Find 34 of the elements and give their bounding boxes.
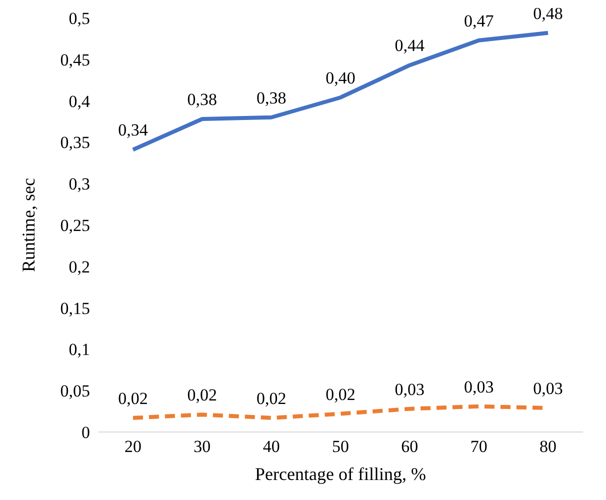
data-label: 0,02: [187, 386, 218, 405]
y-tick-label: 0,1: [68, 340, 90, 360]
y-tick-label: 0,4: [68, 92, 90, 111]
data-label: 0,44: [394, 36, 426, 56]
data-label: 0,02: [326, 384, 356, 404]
y-tick-label: 0,05: [60, 382, 90, 401]
data-label: 0,38: [187, 90, 218, 110]
data-label: 0,47: [464, 11, 494, 30]
data-label: 0,34: [118, 120, 148, 140]
data-label: 0,03: [394, 380, 425, 399]
y-tick-label: 0,35: [60, 133, 90, 152]
y-tick-label: 0,5: [68, 9, 90, 28]
x-tick-label: 30: [194, 437, 211, 456]
x-axis-title: Percentage of filling, %: [255, 464, 426, 484]
data-label: 0,03: [533, 378, 563, 398]
y-tick-label: 0,2: [68, 257, 90, 276]
data-label: 0,48: [533, 4, 563, 23]
y-tick-label: 0,45: [60, 50, 90, 70]
y-tick-label: 0,15: [60, 298, 90, 318]
data-label: 0,40: [326, 68, 356, 88]
x-tick-label: 60: [401, 437, 418, 456]
x-tick-label: 40: [262, 437, 280, 456]
x-tick-label: 80: [540, 437, 556, 456]
x-tick-label: 70: [470, 437, 488, 456]
data-label: 0,02: [118, 388, 148, 408]
y-tick-label: 0,25: [60, 216, 90, 236]
data-label: 0,02: [256, 388, 286, 408]
x-tick-label: 20: [124, 437, 142, 456]
y-axis-title: Runtime, sec: [18, 178, 38, 272]
data-label: 0,38: [256, 88, 286, 108]
y-tick-label: 0,3: [68, 174, 90, 194]
data-label: 0,03: [464, 377, 494, 396]
y-tick-label: 0: [82, 423, 90, 442]
x-tick-label: 50: [332, 437, 349, 456]
